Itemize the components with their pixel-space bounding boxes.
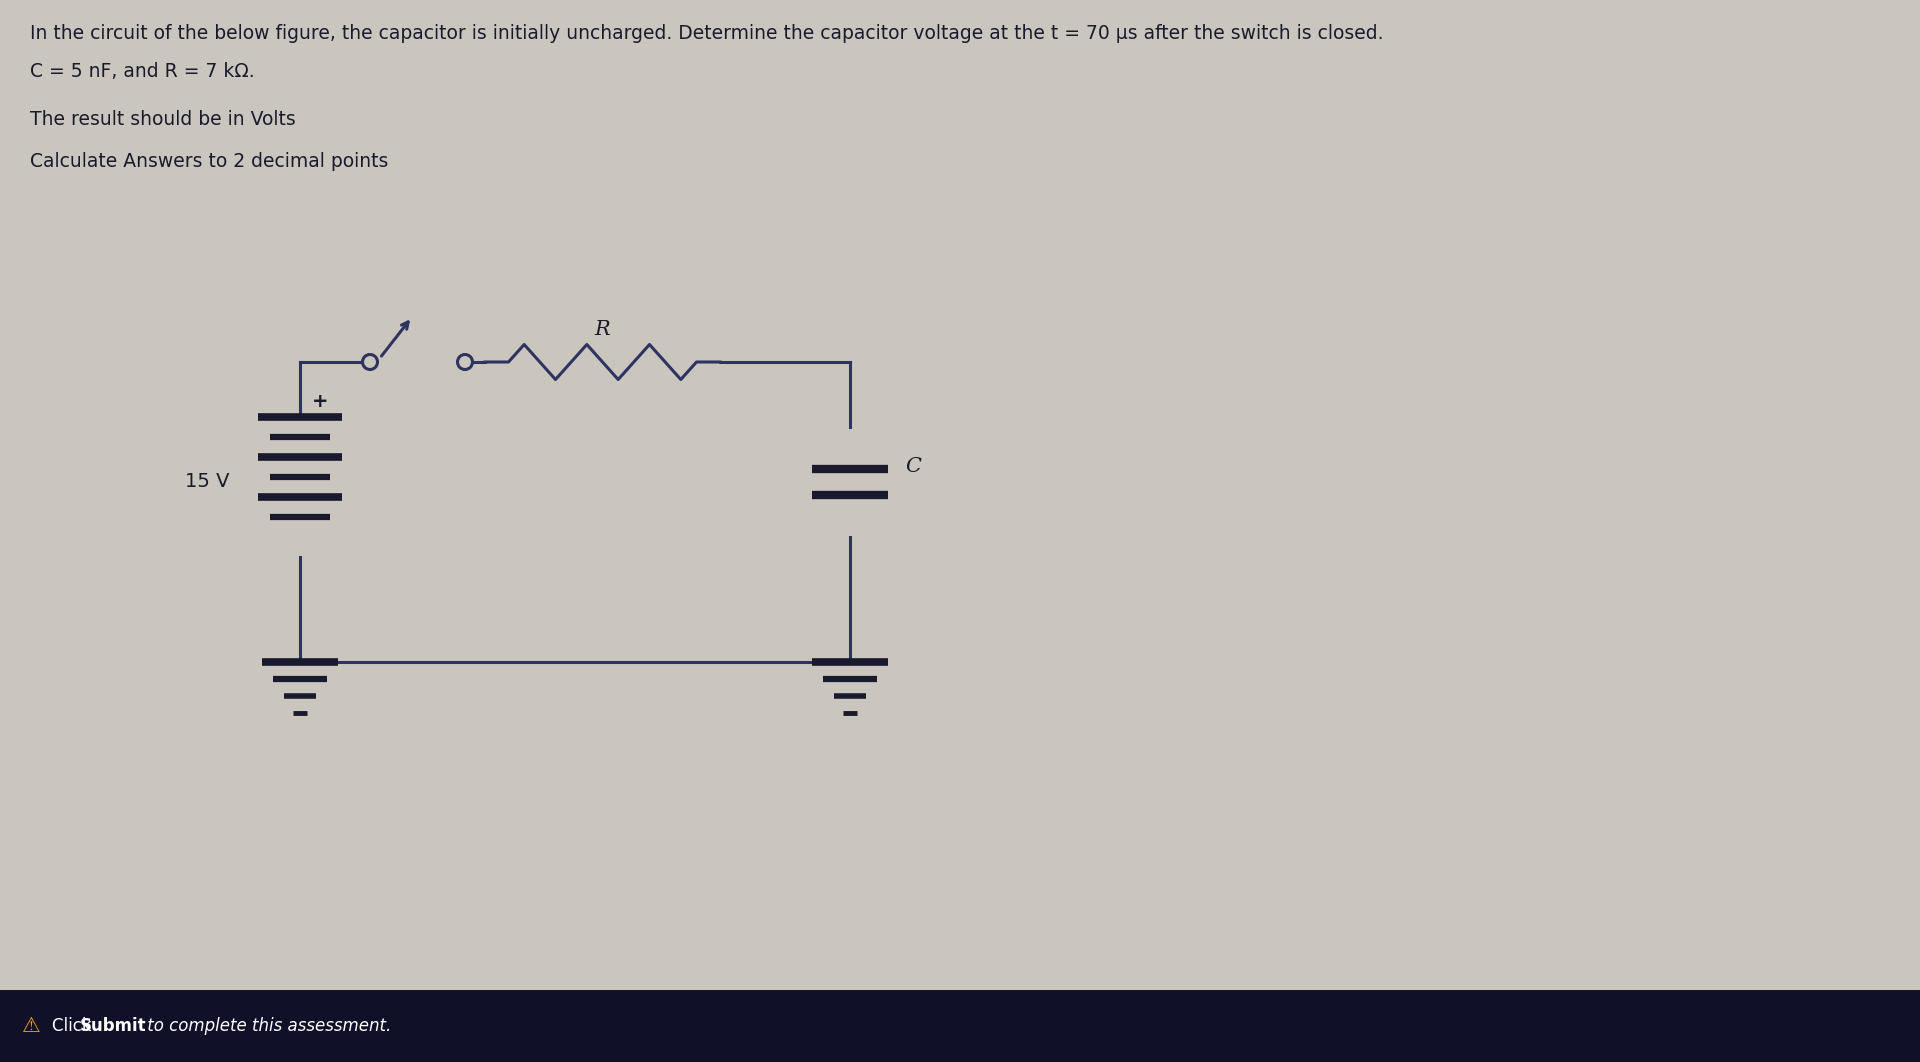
Text: C = 5 nF, and R = 7 kΩ.: C = 5 nF, and R = 7 kΩ. bbox=[31, 62, 255, 81]
Text: Calculate Answers to 2 decimal points: Calculate Answers to 2 decimal points bbox=[31, 152, 388, 171]
Circle shape bbox=[457, 355, 472, 370]
Text: 15 V: 15 V bbox=[186, 473, 230, 492]
Text: +: + bbox=[311, 393, 328, 411]
Bar bbox=[0, 990, 1920, 1062]
Text: ⚠: ⚠ bbox=[21, 1016, 40, 1037]
Text: The result should be in Volts: The result should be in Volts bbox=[31, 110, 296, 129]
Text: Submit: Submit bbox=[81, 1017, 146, 1035]
Text: to complete this assessment.: to complete this assessment. bbox=[142, 1017, 392, 1035]
Circle shape bbox=[363, 355, 378, 370]
Text: In the circuit of the below figure, the capacitor is initially uncharged. Determ: In the circuit of the below figure, the … bbox=[31, 24, 1384, 42]
Text: C: C bbox=[904, 458, 922, 477]
Text: Click: Click bbox=[52, 1017, 96, 1035]
Text: R: R bbox=[595, 321, 611, 340]
